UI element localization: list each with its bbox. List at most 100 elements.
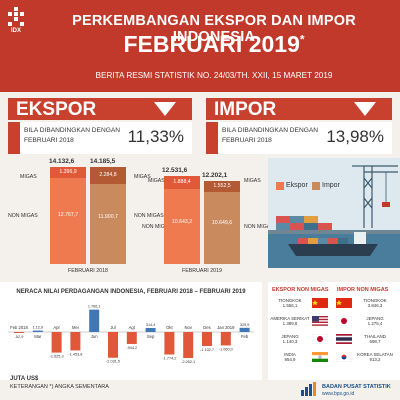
title-line1: PERKEMBANGAN EKSPOR DAN IMPOR INDONESIA	[72, 13, 356, 45]
ekspor-migas-label-right: MIGAS	[134, 174, 151, 180]
subtitle: BERITA RESMI STATISTIK NO. 24/03/TH. XXI…	[95, 71, 333, 80]
ekspor-change-value: 11,33%	[127, 127, 184, 146]
ekspor-country-label: INDIA	[284, 352, 296, 357]
legend-ekspor: Ekspor	[286, 182, 308, 189]
ekspor-country-label: JEPANG	[281, 334, 299, 339]
usa-flag-icon	[312, 316, 328, 326]
ekspor-compare-text: BILA DIBANDINGKAN DENGAN FEBRUARI 2018	[24, 127, 120, 144]
impor-country-label: THAILAND	[364, 334, 386, 339]
thailand-flag-icon	[336, 334, 352, 344]
neraca-bar	[32, 330, 43, 332]
impor-country-label: KOREA SELATAN	[357, 352, 393, 357]
neraca-month-label: Sep	[147, 334, 155, 339]
impor-migas-label-right: MIGAS	[244, 178, 261, 184]
neraca-bar	[108, 332, 118, 358]
neraca-value-label: -1.453,8	[68, 352, 82, 356]
bps-url: www.bps.go.id	[322, 391, 355, 397]
impor-change-value: 13,98%	[326, 127, 384, 146]
neraca-bar	[126, 332, 137, 344]
ekspor-label: EKSPOR	[16, 99, 97, 120]
neraca-bar	[51, 332, 62, 353]
neraca-value-label: -2.031,5	[106, 360, 120, 364]
down-arrow-icon	[154, 102, 176, 116]
neraca-value-label: -944,2	[126, 346, 137, 350]
neraca-month-label: Jun	[91, 334, 98, 339]
japan-flag-icon	[336, 316, 352, 326]
neraca-chart: -52,9 Feb 2018 1.12,9 Mar -1.625,3 Apr -1.453,…	[8, 305, 254, 364]
neraca-month-label: Nov	[184, 325, 192, 330]
ekspor-country-value: 1.140,3	[282, 339, 298, 344]
neraca-month-label: Okt	[166, 325, 173, 330]
impor-bar1-migas-value: 1.888,4	[173, 179, 191, 185]
neraca-bar	[70, 332, 81, 351]
neraca-value-label: -1.102,7	[200, 348, 214, 352]
footnote: KETERANGAN *) ANGKA SEMENTARA	[10, 384, 109, 390]
impor-country-label: JEPANG	[366, 316, 384, 321]
neraca-value-label: 1.766,1	[88, 305, 101, 309]
neraca-value-label: -52,9	[15, 335, 24, 339]
idx-logo-text: IDX	[10, 28, 21, 34]
neraca-month-label: Jan 2019	[217, 325, 235, 330]
korea-flag-icon	[336, 352, 352, 362]
ekspor-nonmigas-title: EKSPOR NON MIGAS	[272, 287, 329, 293]
ekspor-country-name: INDIA 954,9	[270, 352, 310, 362]
neraca-bar	[145, 328, 156, 332]
port-illustration: Ekspor Impor	[268, 158, 400, 268]
impor-migas-label: MIGAS	[148, 178, 165, 184]
neraca-value-label: 1.12,9	[33, 326, 44, 330]
ekspor-country-value: 954,9	[284, 357, 296, 362]
impor-country-name: JEPANG 1.275,4	[354, 316, 396, 326]
ekspor-bar2-migas-value: 2.284,8	[99, 172, 117, 178]
impor-country-label: TIONGKOK	[363, 298, 387, 303]
impor-nonmigas-label-right: NON MIGAS	[244, 224, 274, 230]
neraca-value-label: -1.625,3	[50, 355, 64, 359]
ekspor-nonmigas-label: NON MIGAS	[8, 213, 38, 219]
ekspor-bar2-migas: 2.284,8	[90, 167, 126, 184]
neraca-month-label: Apr	[53, 325, 60, 330]
impor-compare-edge	[206, 122, 218, 154]
impor-country-name: KOREA SELATAN 913,2	[354, 352, 396, 362]
ekspor-banner: EKSPOR	[8, 98, 192, 120]
impor-bar1-nonmigas-value: 10.643,2	[171, 219, 193, 225]
impor-bar2-migas: 1.552,5	[204, 181, 240, 192]
ekspor-country-name: JEPANG 1.140,3	[270, 334, 310, 344]
ekspor-bar2-nonmigas-value: 11.900,7	[98, 214, 118, 220]
neraca-chart-panel	[0, 282, 262, 380]
title-year: FEBRUARI 2019	[123, 31, 300, 57]
ekspor-country-name: TIONGKOK 1.556,1	[270, 298, 310, 308]
impor-country-value: 698,7	[369, 339, 381, 344]
header-banner	[0, 0, 400, 92]
neraca-value-label: -1.060,0	[219, 347, 233, 351]
neraca-bar	[220, 332, 231, 346]
china-flag-icon	[312, 298, 328, 308]
impor-bar2-nonmigas-value: 10.649,6	[211, 220, 233, 226]
ekspor-compare-box: BILA DIBANDINGKAN DENGAN FEBRUARI 2018 1…	[8, 122, 192, 154]
neraca-bar	[202, 332, 212, 346]
ekspor-country-value: 1.389,8	[282, 321, 298, 326]
neraca-bar	[164, 332, 175, 355]
neraca-value-label: -2.052,1	[181, 360, 195, 364]
impor-country-value: 913,2	[369, 357, 381, 362]
neraca-value-label: 329,9	[240, 323, 250, 327]
impor-bar1-migas: 1.888,4	[164, 176, 200, 189]
ekspor-bar1-migas-value: 1.396,9	[59, 169, 77, 175]
impor-bar1-nonmigas: 10.643,2	[164, 189, 200, 264]
ekspor-country-label: TIONGKOK	[278, 298, 302, 303]
japan-flag-icon	[312, 334, 328, 344]
neraca-bar	[14, 332, 24, 333]
neraca-value-label: -1.774,2	[162, 356, 176, 360]
idx-logo: IDX	[4, 6, 28, 40]
legend-impor: Impor	[322, 182, 340, 189]
ekspor-bar1-total: 14.132,6	[49, 158, 75, 165]
down-arrow-icon	[354, 102, 376, 116]
bps-name: BADAN PUSAT STATISTIK	[322, 384, 391, 390]
neraca-month-label: Feb	[241, 334, 249, 339]
neraca-bar	[239, 327, 250, 332]
ekspor-country-name: AMERIKA SERIKAT 1.389,8	[270, 316, 310, 326]
impor-country-value: 3.846,3	[367, 303, 383, 308]
ekspor-bar1-nonmigas: 12.767,7	[50, 178, 86, 264]
ekspor-country-label: AMERIKA SERIKAT	[270, 316, 310, 321]
neraca-bar	[89, 309, 100, 332]
impor-compare-box: BILA DIBANDINGKAN DENGAN FEBRUARI 2018 1…	[206, 122, 392, 154]
impor-period: FEBRUARI 2019	[181, 268, 223, 274]
